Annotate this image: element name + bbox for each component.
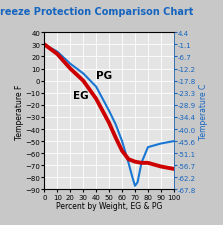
- Text: PG: PG: [96, 71, 112, 81]
- Text: Freeze Protection Comparison Chart: Freeze Protection Comparison Chart: [0, 7, 193, 17]
- Y-axis label: Temperature F: Temperature F: [15, 84, 24, 139]
- X-axis label: Percent by Weight, EG & PG: Percent by Weight, EG & PG: [56, 201, 162, 210]
- Y-axis label: Temperature C: Temperature C: [199, 83, 208, 140]
- Text: EG: EG: [73, 90, 89, 100]
